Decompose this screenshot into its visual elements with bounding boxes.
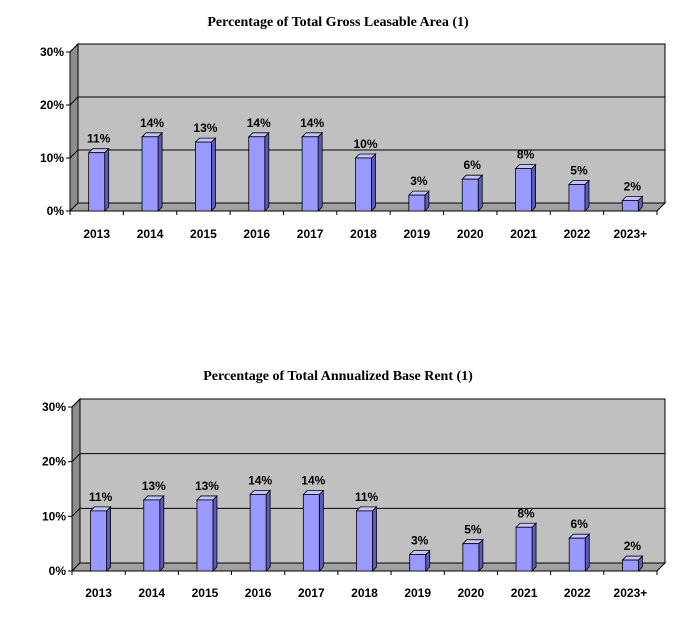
plot-side-wall <box>71 397 81 573</box>
bar <box>568 533 591 572</box>
y-tick-label: 30% <box>42 400 66 414</box>
chart-title: Percentage of Total Gross Leasable Area … <box>207 15 469 30</box>
data-label: 2% <box>624 539 642 553</box>
bar <box>302 489 325 572</box>
bar <box>408 549 431 572</box>
bar <box>142 494 165 572</box>
x-tick-label: 2019 <box>404 227 431 241</box>
gridline-side <box>71 507 81 517</box>
data-label: 13% <box>142 479 166 493</box>
bar <box>621 195 644 212</box>
bar <box>407 190 430 212</box>
x-tick-label: 2014 <box>137 227 164 241</box>
bar <box>87 147 110 212</box>
bar <box>515 522 538 572</box>
x-tick-label: 2020 <box>458 586 485 600</box>
x-tick-label: 2016 <box>245 586 272 600</box>
x-tick-label: 2023+ <box>613 227 647 241</box>
y-tick-label: 0% <box>49 564 67 578</box>
bar <box>355 505 378 572</box>
bar <box>247 131 270 212</box>
data-label: 2% <box>624 179 642 193</box>
x-tick-label: 2021 <box>511 586 538 600</box>
bar <box>195 494 218 572</box>
bar <box>621 555 644 572</box>
data-label: 13% <box>193 121 217 135</box>
gridline-side <box>69 96 79 106</box>
data-label: 6% <box>464 158 482 172</box>
x-tick-label: 2013 <box>83 227 110 241</box>
data-label: 5% <box>464 523 482 537</box>
data-label: 3% <box>411 534 429 548</box>
y-tick-label: 20% <box>42 455 66 469</box>
bar <box>89 505 112 572</box>
x-tick-label: 2022 <box>564 227 591 241</box>
x-tick-label: 2023+ <box>614 586 648 600</box>
bar <box>567 179 590 212</box>
bar <box>461 174 484 212</box>
chart-title: Percentage of Total Annualized Base Rent… <box>203 369 473 384</box>
y-tick-label: 10% <box>40 151 64 165</box>
data-label: 8% <box>517 148 535 162</box>
data-label: 6% <box>571 517 589 531</box>
x-tick-label: 2016 <box>243 227 270 241</box>
gridline-side <box>69 43 79 53</box>
bar <box>354 153 377 212</box>
y-tick-label: 0% <box>47 204 65 218</box>
chart-annualized-base-rent: Percentage of Total Annualized Base Rent… <box>42 369 667 600</box>
x-tick-label: 2015 <box>190 227 217 241</box>
x-tick-label: 2022 <box>564 586 591 600</box>
data-label: 11% <box>87 132 111 146</box>
x-tick-label: 2018 <box>350 227 377 241</box>
bar <box>141 131 164 212</box>
x-tick-label: 2020 <box>457 227 484 241</box>
bar <box>301 131 324 212</box>
data-label: 8% <box>517 506 535 520</box>
x-tick-label: 2015 <box>192 586 219 600</box>
y-tick-label: 10% <box>42 509 66 523</box>
data-label: 10% <box>353 137 377 151</box>
chart-gross-leasable-area: Percentage of Total Gross Leasable Area … <box>40 15 667 241</box>
data-label: 11% <box>355 490 379 504</box>
bar <box>514 163 537 212</box>
x-tick-label: 2019 <box>404 586 431 600</box>
data-label: 14% <box>301 473 325 487</box>
x-tick-label: 2021 <box>510 227 537 241</box>
y-tick-label: 30% <box>40 45 64 59</box>
gridline-side <box>71 398 81 408</box>
bar <box>194 137 217 212</box>
data-label: 14% <box>140 116 164 130</box>
bar <box>461 538 484 572</box>
x-tick-label: 2017 <box>297 227 324 241</box>
data-label: 5% <box>570 164 588 178</box>
bar <box>249 489 272 572</box>
gridline-side <box>71 453 81 463</box>
data-label: 14% <box>247 116 271 130</box>
gridline-side <box>69 149 79 159</box>
x-tick-label: 2013 <box>85 586 112 600</box>
y-tick-label: 20% <box>40 98 64 112</box>
plot-side-wall <box>69 42 79 213</box>
data-label: 14% <box>300 116 324 130</box>
data-label: 14% <box>248 473 272 487</box>
data-label: 11% <box>89 490 113 504</box>
data-label: 13% <box>195 479 219 493</box>
x-tick-label: 2018 <box>351 586 378 600</box>
x-tick-label: 2017 <box>298 586 325 600</box>
x-tick-label: 2014 <box>138 586 165 600</box>
data-label: 3% <box>410 174 428 188</box>
